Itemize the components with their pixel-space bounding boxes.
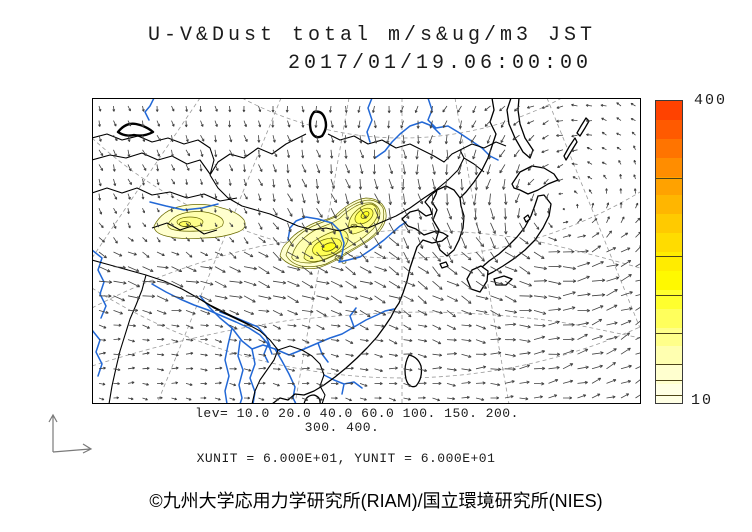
colorbar-block — [656, 101, 682, 120]
river-paths-north — [144, 98, 499, 211]
colorbar-block — [656, 176, 682, 196]
colorbar-max-label: 400 — [694, 92, 728, 109]
colorbar-block — [656, 289, 682, 309]
colorbar-level-tick — [656, 294, 682, 296]
wind-vector-layer — [98, 102, 641, 402]
colorbar-level-tick — [656, 364, 682, 366]
island-cheju — [439, 261, 449, 269]
colorbar-block — [656, 119, 682, 139]
colorbar-block — [656, 195, 682, 215]
island-kurils — [563, 117, 590, 161]
island-taiwan — [404, 354, 423, 388]
lakes — [116, 110, 328, 139]
river-yangtze — [199, 295, 395, 363]
colorbar-level-tick — [656, 255, 682, 257]
vector-units-label: XUNIT = 6.000E+01, YUNIT = 6.000E+01 — [196, 451, 496, 466]
contour-levels-line2: 300. 400. — [304, 420, 380, 435]
plot-title: U-V&Dust total m/s&ug/m3 JST — [147, 24, 597, 47]
island-hokkaido — [511, 165, 559, 195]
border-layer — [92, 133, 507, 404]
river-yellow — [287, 216, 407, 263]
map-plot-area — [92, 98, 641, 404]
colorbar-block — [656, 365, 682, 385]
contour-levels-line1: lev= 10.0 20.0 40.0 60.0 100. 150. 200. — [195, 406, 519, 421]
river-paths-south — [224, 327, 363, 404]
plot-datetime: 2017/01/19.06:00:00 — [288, 52, 593, 75]
border-paths — [92, 133, 507, 404]
colorbar-block — [656, 308, 682, 328]
copyright-credit: ©九州大学応用力学研究所(RIAM)/国立環境研究所(NIES) — [149, 491, 603, 511]
colorbar-block — [656, 214, 682, 234]
colorbar-block — [656, 233, 682, 252]
map-svg — [92, 98, 641, 404]
colorbar-level-tick — [656, 379, 682, 381]
island-sado — [523, 214, 531, 223]
colorbar-min-label: 10 — [691, 392, 714, 409]
island-honshu — [480, 194, 552, 276]
wind-arrows — [98, 102, 641, 402]
colorbar-block — [656, 138, 682, 158]
map-frame — [92, 98, 641, 404]
axes-arrows-icon — [48, 413, 93, 454]
colorbar-block — [656, 384, 682, 403]
colorbar-level-tick — [656, 178, 682, 180]
colorbar — [655, 100, 683, 404]
colorbar-block — [656, 327, 682, 347]
colorbar-block — [656, 346, 682, 366]
coastline-layer — [116, 98, 590, 404]
colorbar-block — [656, 157, 682, 177]
colorbar-block — [656, 252, 682, 271]
graticule-parallels — [92, 98, 641, 379]
river-layer — [92, 98, 499, 404]
colorbar-level-tick — [656, 333, 682, 335]
coast-mainland — [271, 98, 497, 404]
dust-west-core — [179, 221, 191, 227]
colorbar-block — [656, 270, 682, 290]
colorbar-level-tick — [656, 395, 682, 397]
